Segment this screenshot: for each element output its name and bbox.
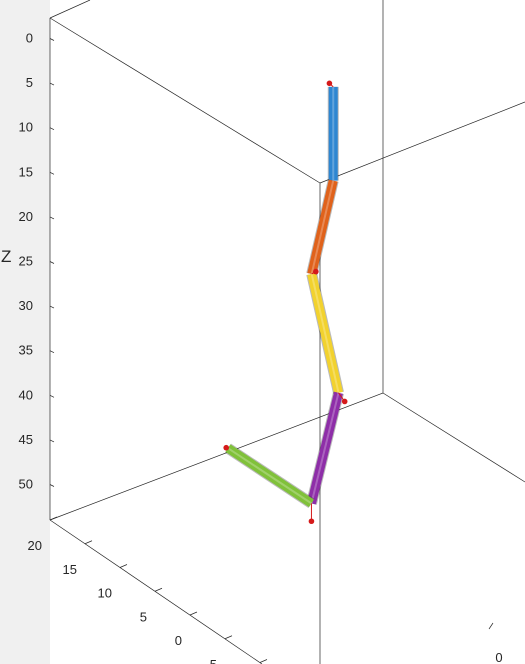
z-tick-label: 15 <box>19 164 33 179</box>
z-tick-label: 5 <box>26 75 33 90</box>
z-tick-label: 40 <box>19 387 33 402</box>
y-tick-label: 15 <box>63 562 77 577</box>
x-tick-label: 0 <box>495 650 502 664</box>
z-tick-label: 30 <box>19 298 33 313</box>
z-tick-label: 25 <box>19 254 33 269</box>
z-tick-label: 10 <box>19 120 33 135</box>
y-tick-label: 10 <box>98 586 112 601</box>
joint-1-marker <box>327 81 333 87</box>
z-tick-label: 45 <box>19 432 33 447</box>
joint-2-marker <box>313 269 319 275</box>
joint-5-marker <box>223 445 229 451</box>
y-tick-label: -5 <box>205 657 217 664</box>
joint-4-marker <box>309 518 315 524</box>
y-tick-label: 5 <box>140 609 147 624</box>
z-axis: 0 5 10 15 20 25 30 35 40 45 50 <box>19 31 54 492</box>
joint-3-marker <box>342 399 348 405</box>
y-tick-label: 20 <box>28 538 42 553</box>
z-tick-label: 50 <box>19 477 33 492</box>
z-axis-label: Z <box>1 247 11 266</box>
y-tick-label: 0 <box>175 633 182 648</box>
z-tick-label: 20 <box>19 209 33 224</box>
axes-background <box>50 0 525 664</box>
z-tick-label: 35 <box>19 343 33 358</box>
z-tick-label: 0 <box>26 31 33 46</box>
